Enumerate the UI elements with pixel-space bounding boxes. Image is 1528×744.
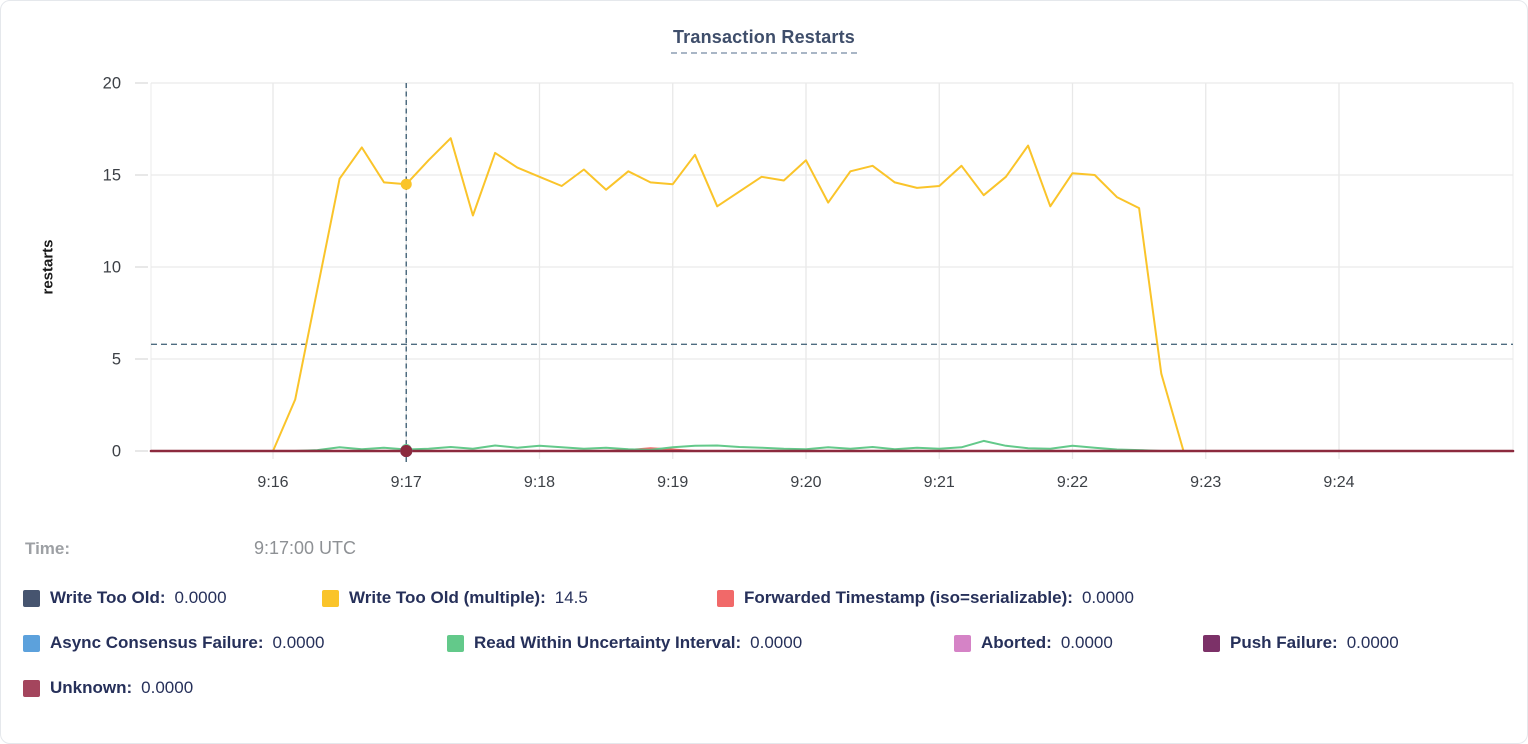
legend-swatch-aborted — [954, 634, 971, 652]
chart-title[interactable]: Transaction Restarts — [670, 27, 858, 54]
x-tick-label: 9:21 — [924, 474, 955, 491]
legend-swatch-write-too-old-multiple — [322, 589, 339, 607]
x-tick-label: 9:23 — [1190, 474, 1221, 491]
x-tick-label: 9:16 — [257, 474, 288, 491]
legend-item-value: 0.0000 — [174, 588, 227, 607]
legend-swatch-push-failure — [1203, 634, 1220, 652]
y-tick-label: 0 — [112, 443, 121, 461]
series-line-read-within-uncertainty-interval — [272, 439, 1185, 452]
legend-item-forwarded-timestamp-iso-serializable: Forwarded Timestamp (iso=serializable): 0… — [717, 588, 1134, 608]
legend-swatch-forwarded-timestamp-iso-serializable — [717, 589, 734, 607]
legend-item-value: 0.0000 — [1081, 588, 1134, 607]
legend-item-label: Write Too Old: — [50, 588, 166, 607]
legend-row: Unknown: 0.0000 — [23, 678, 1517, 706]
legend-item-label: Async Consensus Failure: — [50, 633, 264, 652]
y-tick-label: 15 — [103, 167, 121, 185]
y-tick-label: 10 — [103, 259, 121, 277]
legend-item-async-consensus-failure: Async Consensus Failure: 0.0000 — [23, 633, 447, 653]
legend-item-aborted: Aborted: 0.0000 — [954, 633, 1203, 653]
legend-swatch-write-too-old — [23, 589, 40, 607]
legend-item-write-too-old: Write Too Old: 0.0000 — [23, 588, 322, 608]
hover-time-row: Time: 9:17:00 UTC — [25, 538, 356, 559]
legend-item-read-within-uncertainty-interval: Read Within Uncertainty Interval: 0.0000 — [447, 633, 954, 653]
x-tick-label: 9:22 — [1057, 474, 1088, 491]
legend-item-value: 0.0000 — [272, 633, 325, 652]
x-tick-label: 9:24 — [1323, 474, 1354, 491]
legend-row: Async Consensus Failure: 0.0000 Read Withi… — [23, 633, 1517, 661]
legend-item-label: Read Within Uncertainty Interval: — [474, 633, 742, 652]
x-tick-label: 9:20 — [790, 474, 821, 491]
legend-item-value: 14.5 — [554, 588, 588, 607]
legend-swatch-read-within-uncertainty-interval — [447, 634, 464, 652]
legend-item-label: Aborted: — [981, 633, 1052, 652]
legend-item-label: Unknown: — [50, 678, 133, 697]
legend-item-push-failure: Push Failure: 0.0000 — [1203, 633, 1399, 653]
legend-item-value: 0.0000 — [141, 678, 194, 697]
chart-header: Transaction Restarts — [1, 27, 1527, 54]
y-tick-label: 5 — [112, 351, 121, 369]
legend-swatch-unknown — [23, 679, 40, 697]
y-tick-label: 20 — [103, 75, 121, 93]
cursor-dot-unknown — [400, 445, 413, 457]
legend-item-label: Write Too Old (multiple): — [349, 588, 546, 607]
series-line-write-too-old-multiple — [272, 137, 1185, 452]
legend-swatch-async-consensus-failure — [23, 634, 40, 652]
legend-item-value: 0.0000 — [1346, 633, 1399, 652]
cursor-dot-write-too-old-multiple — [400, 178, 412, 190]
x-tick-label: 9:17 — [391, 474, 422, 491]
restarts-chart[interactable]: 9:16 9:17 9:18 9:19 9:20 9:21 9:22 9:23 9:24 0 5 10… — [1, 1, 1528, 521]
legend-item-value: 0.0000 — [750, 633, 803, 652]
legend-item-unknown: Unknown: 0.0000 — [23, 678, 193, 698]
legend-item-value: 0.0000 — [1060, 633, 1113, 652]
x-tick-label: 9:18 — [524, 474, 555, 491]
legend-item-write-too-old-multiple: Write Too Old (multiple): 14.5 — [322, 588, 717, 608]
legend-item-label: Push Failure: — [1230, 633, 1338, 652]
x-tick-label: 9:19 — [657, 474, 688, 491]
legend-item-label: Forwarded Timestamp (iso=serializable): — [744, 588, 1073, 607]
time-value: 9:17:00 UTC — [254, 538, 357, 558]
legend-row: Write Too Old: 0.0000 Write Too Old (multi… — [23, 588, 1517, 616]
time-label: Time: — [25, 539, 71, 558]
legend: Write Too Old: 0.0000 Write Too Old (multi… — [23, 588, 1517, 723]
